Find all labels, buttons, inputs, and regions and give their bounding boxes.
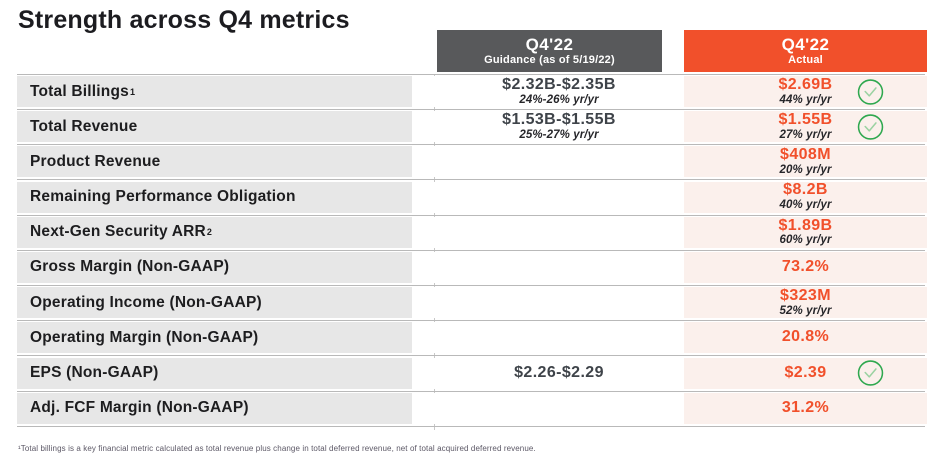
actual-cell: 31.2% [684,392,927,424]
metric-label-text: Gross Margin (Non-GAAP) [30,258,230,276]
actual-growth: 27% yr/yr [779,128,832,141]
metric-label: Total Revenue [17,111,412,143]
table-row: Product Revenue $408M 20% yr/yr [0,146,929,181]
metric-label-text: Total Billings [30,82,129,100]
table-row: Operating Income (Non-GAAP) $323M 52% yr… [0,286,929,322]
metric-label-text: Next-Gen Security ARR [30,223,206,241]
actual-cell: $8.2B 40% yr/yr [684,182,927,213]
metric-label: Next-Gen Security ARR 2 [17,216,412,248]
metric-label-text: Adj. FCF Margin (Non-GAAP) [30,399,249,417]
guidance-cell [434,181,684,213]
check-circle-icon [857,360,884,386]
guidance-growth: 24%-26% yr/yr [519,93,599,106]
actual-growth: 52% yr/yr [779,304,832,317]
metrics-table: Total Billings 1 $2.32B-$2.35B 24%-26% yr… [0,74,929,428]
guidance-cell: $2.26-$2.29 [434,357,684,389]
actual-cell: $2.69B 44% yr/yr [684,76,927,107]
metric-label-text: Remaining Performance Obligation [30,188,296,206]
actual-growth: 60% yr/yr [779,234,832,247]
actual-value: $1.55B [778,110,833,128]
metric-label-text: Operating Margin (Non-GAAP) [30,328,259,346]
guidance-value: $2.26-$2.29 [514,363,604,381]
actual-cell: $1.55B 27% yr/yr [684,110,927,143]
metric-label: Operating Income (Non-GAAP) [17,287,412,319]
check-circle-icon [857,78,884,105]
guidance-cell [434,322,684,354]
actual-header-subtitle: Actual [788,54,823,67]
metric-label: Total Billings 1 [17,76,412,107]
metric-label-text: Operating Income (Non-GAAP) [30,293,262,311]
table-row: Adj. FCF Margin (Non-GAAP) 31.2% [0,392,929,427]
table-row: Total Revenue $1.53B-$1.55B 25%-27% yr/y… [0,110,929,146]
check-circle-icon [857,113,884,140]
guidance-cell: $2.32B-$2.35B 24%-26% yr/yr [434,76,684,107]
actual-growth: 40% yr/yr [779,199,832,212]
guidance-value: $2.32B-$2.35B [502,75,616,93]
metric-label: Gross Margin (Non-GAAP) [17,251,412,283]
actual-value: $1.89B [778,216,833,234]
actual-value: 20.8% [781,328,830,346]
actual-value: 31.2% [781,398,830,416]
actual-value: $2.69B [778,75,833,93]
actual-value: $8.2B [783,181,828,199]
guidance-cell [434,392,684,424]
table-row: Operating Margin (Non-GAAP) 20.8% [0,322,929,357]
actual-growth: 44% yr/yr [779,93,832,106]
guidance-cell [434,287,684,319]
guidance-cell [434,146,684,178]
metric-label: Operating Margin (Non-GAAP) [17,322,412,354]
actual-value: $2.39 [784,363,827,381]
guidance-growth: 25%-27% yr/yr [519,128,599,141]
table-row: Gross Margin (Non-GAAP) 73.2% [0,251,929,286]
actual-cell: $323M 52% yr/yr [684,286,927,319]
metric-label: Remaining Performance Obligation [17,181,412,213]
actual-cell: 73.2% [684,251,927,283]
metric-label: Adj. FCF Margin (Non-GAAP) [17,392,412,424]
metric-label-text: Total Revenue [30,117,138,135]
metric-label: Product Revenue [17,146,412,178]
page-title: Strength across Q4 metrics [18,6,350,34]
actual-cell: $1.89B 60% yr/yr [684,217,927,248]
table-row: Next-Gen Security ARR 2 $1.89B 60% yr/yr [0,216,929,251]
column-header-actual: Q4'22 Actual [684,30,927,72]
guidance-header-subtitle: Guidance (as of 5/19/22) [484,54,615,67]
actual-growth: 20% yr/yr [779,163,832,176]
guidance-cell: $1.53B-$1.55B 25%-27% yr/yr [434,110,684,143]
metric-label-text: EPS (Non-GAAP) [30,364,159,381]
actual-header-title: Q4'22 [781,34,830,54]
table-row: EPS (Non-GAAP) $2.26-$2.29 $2.39 [0,357,929,392]
table-row: Remaining Performance Obligation $8.2B 4… [0,181,929,216]
actual-cell: 20.8% [684,322,927,354]
footnote: ¹Total billings is a key financial metri… [18,444,536,453]
guidance-cell [434,216,684,248]
actual-value: $323M [780,286,831,304]
actual-cell: $408M 20% yr/yr [684,146,927,178]
column-header-guidance: Q4'22 Guidance (as of 5/19/22) [437,30,662,72]
guidance-cell [434,251,684,283]
actual-value: $408M [780,146,831,164]
metric-label: EPS (Non-GAAP) [17,357,412,389]
actual-cell: $2.39 [684,357,927,389]
actual-value: 73.2% [781,258,830,276]
metric-label-text: Product Revenue [30,152,161,170]
guidance-value: $1.53B-$1.55B [502,110,616,128]
guidance-header-title: Q4'22 [525,34,574,54]
table-row: Total Billings 1 $2.32B-$2.35B 24%-26% yr… [0,74,929,110]
